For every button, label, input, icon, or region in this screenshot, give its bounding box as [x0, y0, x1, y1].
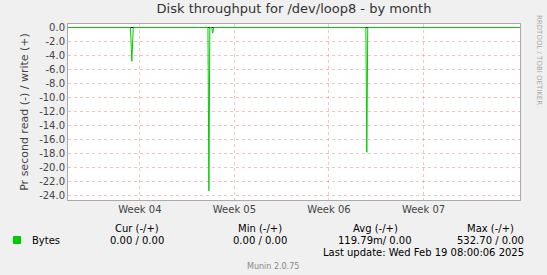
svg-text:Week 05: Week 05 [213, 204, 256, 215]
svg-text:Munin 2.0.75: Munin 2.0.75 [247, 262, 299, 271]
svg-text:RRDTOOL / TOBI OETIKER: RRDTOOL / TOBI OETIKER [535, 15, 543, 105]
svg-text:-6.0: -6.0 [45, 64, 65, 75]
svg-text:-16.0: -16.0 [39, 134, 65, 145]
svg-text:Bytes: Bytes [32, 235, 60, 246]
svg-text:Disk throughput for /dev/loop8: Disk throughput for /dev/loop8 - by mont… [157, 1, 432, 16]
svg-text:-18.0: -18.0 [39, 148, 65, 159]
svg-text:0.00 / 0.00: 0.00 / 0.00 [110, 235, 164, 246]
svg-text:-24.0: -24.0 [39, 190, 65, 201]
svg-text:Week 07: Week 07 [402, 204, 445, 215]
svg-text:-14.0: -14.0 [39, 120, 65, 131]
svg-text:-22.0: -22.0 [39, 176, 65, 187]
svg-text:Cur (-/+): Cur (-/+) [115, 223, 159, 234]
svg-text:Week 04: Week 04 [118, 204, 161, 215]
svg-text:532.70 / 0.00: 532.70 / 0.00 [457, 235, 524, 246]
svg-text:-8.0: -8.0 [45, 78, 65, 89]
svg-text:Week 06: Week 06 [307, 204, 350, 215]
svg-text:Pr second read (-) / write (+): Pr second read (-) / write (+) [18, 33, 31, 191]
svg-text:-20.0: -20.0 [39, 162, 65, 173]
svg-text:Last update: Wed Feb 19 08:00:: Last update: Wed Feb 19 08:00:06 2025 [323, 247, 524, 258]
svg-text:Min (-/+): Min (-/+) [238, 223, 282, 234]
svg-text:-10.0: -10.0 [39, 92, 65, 103]
svg-text:-4.0: -4.0 [45, 50, 65, 61]
svg-text:0.00 / 0.00: 0.00 / 0.00 [233, 235, 287, 246]
svg-text:Max (-/+): Max (-/+) [467, 223, 514, 234]
svg-text:-12.0: -12.0 [39, 106, 65, 117]
svg-text:119.79m/ 0.00: 119.79m/ 0.00 [338, 235, 412, 246]
svg-text:0.0: 0.0 [49, 22, 65, 33]
svg-text:-2.0: -2.0 [45, 36, 65, 47]
svg-text:Avg (-/+): Avg (-/+) [353, 223, 398, 234]
